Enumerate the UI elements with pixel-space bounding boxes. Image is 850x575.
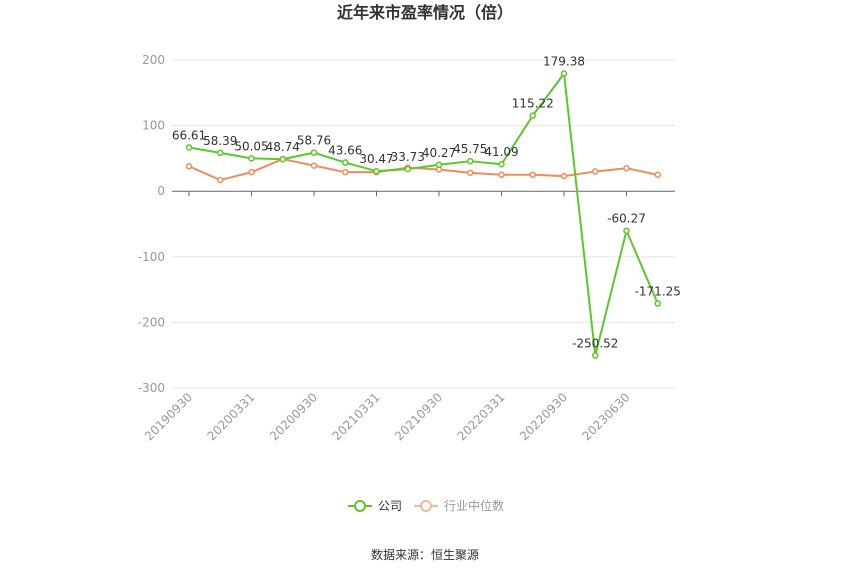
data-point-industry-median[interactable]	[654, 171, 661, 179]
y-tick-label: -200	[138, 315, 165, 329]
x-axis: 20190930 20200331 20200930 20210331 20210930…	[142, 191, 633, 443]
legend-item-company[interactable]: 公司	[348, 499, 402, 513]
data-point-industry-median[interactable]	[342, 168, 349, 176]
legend-marker-company	[354, 500, 366, 512]
data-point-industry-median[interactable]	[310, 162, 318, 169]
data-point-industry-median[interactable]	[498, 171, 505, 179]
data-label: -60.27	[607, 212, 646, 226]
data-point-company[interactable]	[185, 144, 193, 151]
data-label: 179.38	[543, 55, 585, 69]
data-point-industry-median[interactable]	[592, 168, 599, 175]
series-layer	[185, 70, 661, 359]
x-tick-label: 20210331	[330, 390, 383, 443]
y-tick-label: -300	[138, 381, 165, 395]
data-point-company[interactable]	[498, 160, 505, 168]
y-tick-label: 100	[142, 119, 165, 133]
x-tick-label: 20210930	[392, 390, 445, 443]
data-point-company[interactable]	[623, 227, 630, 234]
data-label: -171.25	[635, 285, 681, 299]
data-label: 115.22	[512, 97, 554, 111]
data-labels: 66.6158.3950.0548.7458.7643.6630.4733.73…	[172, 55, 681, 351]
y-tick-label: 0	[157, 184, 165, 198]
y-axis: 200 100 0 -100 -200 -300	[138, 53, 165, 395]
data-point-company[interactable]	[654, 300, 661, 307]
data-point-industry-median[interactable]	[560, 172, 568, 180]
x-tick-label: 20220331	[455, 390, 508, 443]
data-label: 43.66	[328, 144, 362, 158]
x-tick-label: 20200331	[205, 390, 258, 443]
series-line-industry-median	[188, 158, 658, 182]
data-point-company[interactable]	[217, 149, 224, 157]
data-label: 40.27	[422, 146, 456, 160]
data-point-company[interactable]	[529, 112, 536, 119]
y-tick-label: 200	[142, 53, 165, 67]
x-tick-label: 20190930	[142, 390, 195, 443]
data-point-company[interactable]	[592, 352, 599, 359]
grid-lines	[172, 59, 675, 389]
data-point-industry-median[interactable]	[529, 171, 536, 179]
data-label: 58.39	[203, 134, 237, 148]
data-label: 58.76	[297, 134, 331, 148]
x-tick-label: 20230630	[580, 390, 633, 443]
x-tick-label: 20220930	[517, 390, 570, 443]
chart-title: 近年来市盈率情况（倍）	[337, 3, 513, 22]
y-tick-label: -100	[138, 250, 165, 264]
legend-label-company: 公司	[378, 499, 402, 513]
data-label: 30.47	[359, 152, 393, 166]
data-point-company[interactable]	[248, 155, 255, 162]
data-point-industry-median[interactable]	[185, 163, 193, 170]
data-point-company[interactable]	[560, 70, 568, 77]
legend-marker-industry-median	[420, 500, 432, 512]
data-label: 45.75	[453, 142, 487, 156]
data-point-company[interactable]	[373, 167, 380, 175]
data-point-company[interactable]	[467, 157, 474, 165]
data-point-company[interactable]	[310, 149, 318, 156]
data-label: 33.73	[391, 150, 425, 164]
data-point-industry-median[interactable]	[217, 176, 224, 184]
data-label: -250.52	[572, 337, 618, 351]
data-point-company[interactable]	[279, 155, 286, 163]
data-label: 41.09	[484, 145, 518, 159]
legend-item-industry-median[interactable]: 行业中位数	[414, 498, 504, 513]
data-label: 48.74	[266, 140, 300, 154]
data-label: 66.61	[172, 129, 206, 143]
x-tick-label: 20200930	[267, 390, 320, 443]
data-label: 50.05	[234, 139, 268, 153]
legend: 公司 行业中位数	[348, 498, 504, 513]
legend-label-industry-median: 行业中位数	[444, 498, 504, 513]
data-point-company[interactable]	[435, 161, 443, 169]
data-point-industry-median[interactable]	[248, 168, 255, 176]
data-point-industry-median[interactable]	[467, 169, 474, 177]
data-point-company[interactable]	[342, 159, 349, 166]
data-point-industry-median[interactable]	[623, 164, 630, 172]
data-point-company[interactable]	[404, 165, 411, 173]
data-source: 数据来源：恒生聚源	[371, 547, 479, 562]
series-line-company	[188, 72, 659, 357]
